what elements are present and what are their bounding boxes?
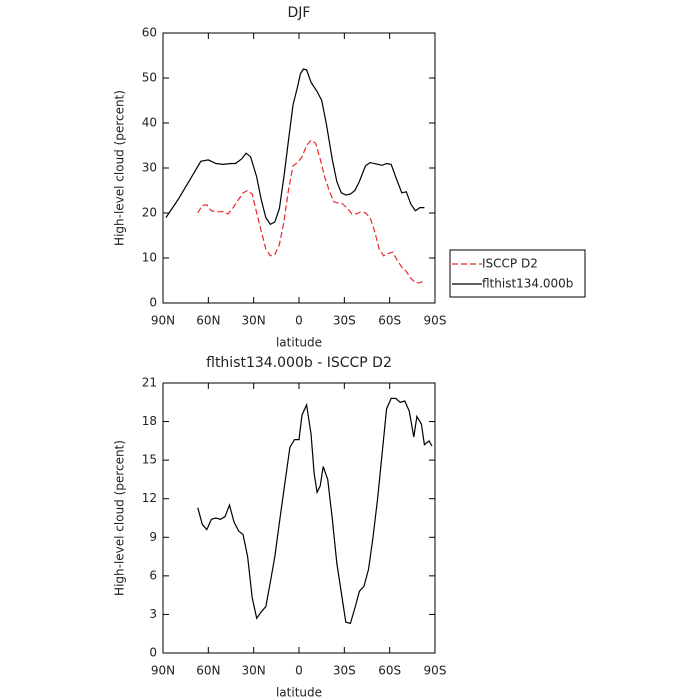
data-line <box>165 68 425 226</box>
y-tick-label: 9 <box>149 530 157 544</box>
legend-label: ISCCP D2 <box>482 257 538 271</box>
y-tick-label: 3 <box>149 607 157 621</box>
plot-frame <box>162 382 436 654</box>
y-tick-label: 0 <box>149 296 157 310</box>
x-axis-label: latitude <box>276 686 322 700</box>
legend-label: flthist134.000b <box>482 277 573 291</box>
x-tick-label: 30S <box>333 314 356 328</box>
y-tick-label: 0 <box>149 646 157 660</box>
plot-frame <box>162 32 436 304</box>
x-tick-label: 30S <box>333 664 356 678</box>
x-tick-label: 60N <box>196 664 220 678</box>
y-tick-label: 60 <box>142 26 157 40</box>
y-tick-label: 40 <box>142 116 157 130</box>
data-line <box>197 397 433 625</box>
y-tick-label: 12 <box>142 491 157 505</box>
x-tick-label: 30N <box>242 664 266 678</box>
x-tick-label: 90S <box>424 664 447 678</box>
x-tick-label: 60S <box>378 314 401 328</box>
chart-title: DJF <box>288 5 311 21</box>
x-tick-label: 30N <box>242 314 266 328</box>
x-tick-label: 0 <box>295 664 303 678</box>
y-tick-label: 15 <box>142 453 157 467</box>
y-tick-label: 21 <box>142 376 157 390</box>
legend-box <box>449 249 586 298</box>
x-tick-label: 0 <box>295 314 303 328</box>
data-line <box>197 139 425 284</box>
y-tick-label: 30 <box>142 161 157 175</box>
x-axis-label: latitude <box>276 336 322 350</box>
chart-title: flthist134.000b - ISCCP D2 <box>206 355 392 371</box>
legend: ISCCP D2 flthist134.000b <box>449 249 586 298</box>
x-tick-label: 60S <box>378 664 401 678</box>
y-axis-label: High-level cloud (percent) <box>113 440 127 596</box>
x-tick-label: 90S <box>424 314 447 328</box>
x-tick-label: 60N <box>196 314 220 328</box>
x-tick-label: 90N <box>151 314 175 328</box>
y-tick-label: 18 <box>142 414 157 428</box>
y-tick-label: 10 <box>142 251 157 265</box>
y-tick-label: 50 <box>142 71 157 85</box>
y-tick-label: 20 <box>142 206 157 220</box>
x-tick-label: 90N <box>151 664 175 678</box>
y-axis-label: High-level cloud (percent) <box>113 90 127 246</box>
y-tick-label: 6 <box>149 568 157 582</box>
